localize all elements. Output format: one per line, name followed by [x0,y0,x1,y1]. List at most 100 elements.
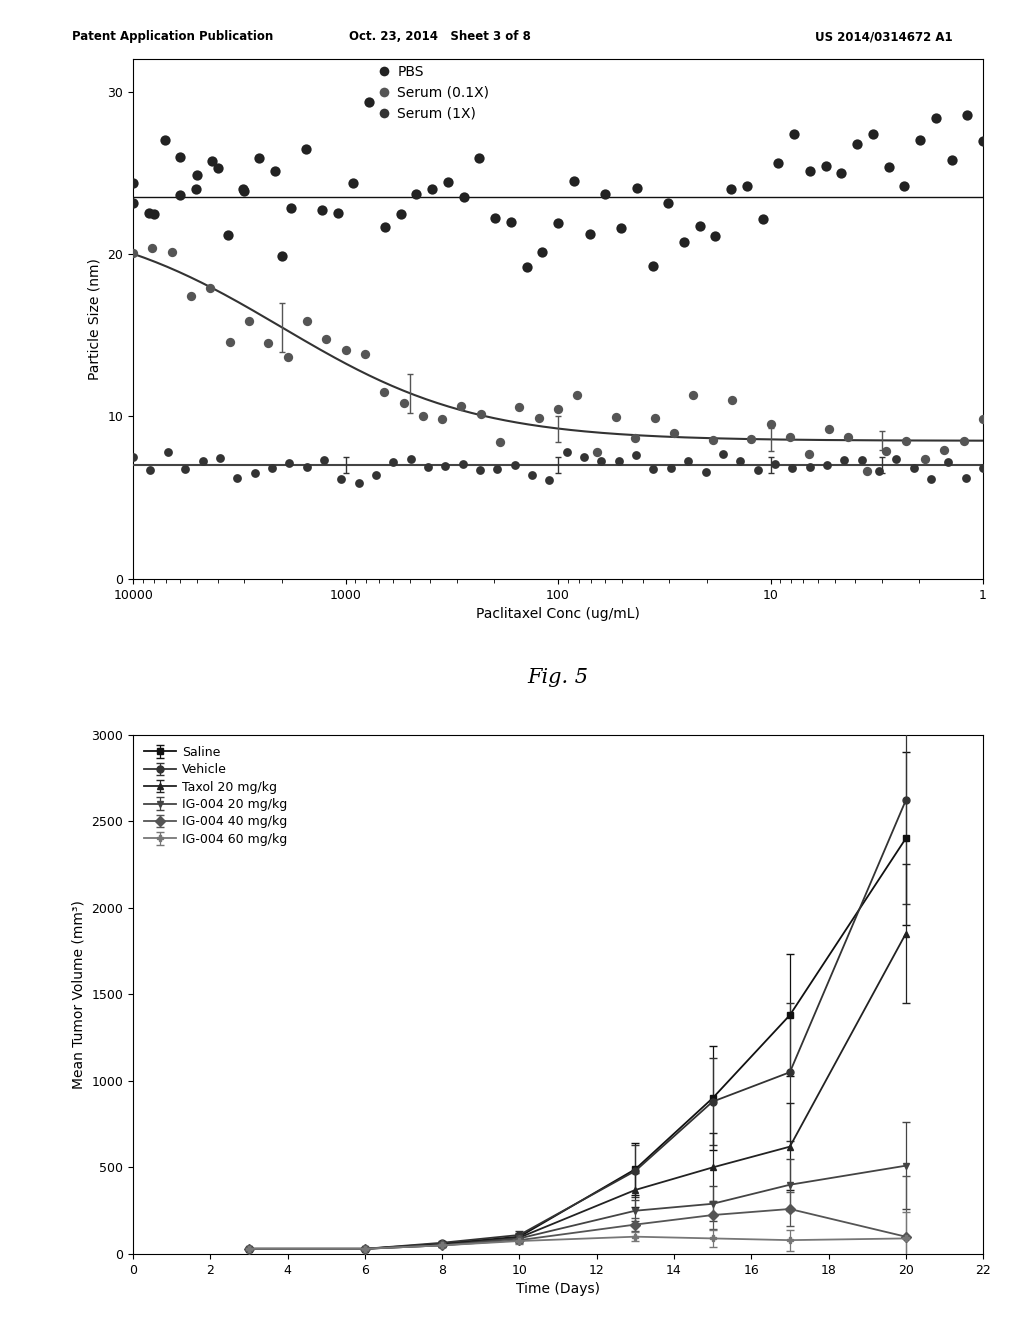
Serum (1X) [628,444,644,465]
Serum (0.1X) [589,441,605,462]
PBS [629,177,645,198]
Serum (0.1X) [743,428,760,449]
Serum (0.1X) [338,339,354,360]
Serum (0.1X) [434,408,451,429]
Serum (1X) [333,469,349,490]
PBS [251,148,267,169]
Serum (1X) [195,451,211,473]
Serum (1X) [923,469,939,490]
PBS [298,139,314,160]
Serum (1X) [575,446,592,467]
Serum (0.1X) [898,430,914,451]
X-axis label: Paclitaxel Conc (ug/mL): Paclitaxel Conc (ug/mL) [476,607,640,622]
Serum (0.1X) [241,310,257,331]
Serum (1X) [298,457,314,478]
Legend: PBS, Serum (0.1X), Serum (1X): PBS, Serum (0.1X), Serum (1X) [371,59,495,127]
Serum (0.1X) [820,418,837,440]
PBS [565,170,582,191]
PBS [125,193,141,214]
PBS [236,180,252,201]
Serum (0.1X) [183,285,200,306]
Serum (0.1X) [705,430,721,451]
Serum (1X) [420,457,436,478]
Serum (0.1X) [356,343,373,364]
PBS [959,104,976,125]
Serum (1X) [593,451,609,473]
PBS [236,178,252,199]
PBS [157,129,173,150]
Serum (1X) [315,449,332,470]
Serum (1X) [350,473,367,494]
Serum (0.1X) [511,396,527,417]
PBS [912,129,929,150]
Serum (0.1X) [840,426,856,447]
PBS [487,207,504,228]
Serum (1X) [715,444,731,465]
Serum (0.1X) [221,331,238,352]
Serum (1X) [975,458,991,479]
Serum (1X) [888,449,904,470]
Serum (0.1X) [260,333,276,354]
Serum (1X) [437,455,454,477]
Y-axis label: Mean Tumor Volume (mm³): Mean Tumor Volume (mm³) [72,900,86,1089]
PBS [345,173,361,194]
Serum (1X) [957,467,974,488]
Serum (1X) [212,447,228,469]
Serum (0.1X) [936,440,952,461]
PBS [597,183,613,205]
PBS [140,202,157,223]
PBS [817,156,834,177]
Serum (0.1X) [916,447,933,469]
Serum (0.1X) [164,242,180,263]
Serum (0.1X) [646,408,663,429]
Serum (1X) [905,457,922,478]
Serum (0.1X) [666,422,682,444]
PBS [503,211,519,232]
Serum (0.1X) [376,381,392,403]
Serum (1X) [177,459,194,480]
Serum (0.1X) [724,389,740,411]
PBS [943,149,959,170]
Serum (1X) [507,455,523,477]
Serum (0.1X) [801,444,817,465]
Serum (1X) [125,446,141,467]
PBS [273,246,290,267]
Serum (1X) [697,461,714,482]
PBS [691,215,708,236]
Serum (0.1X) [685,385,701,407]
PBS [550,213,566,234]
Serum (1X) [542,469,558,490]
PBS [377,216,393,238]
PBS [975,131,991,152]
Serum (0.1X) [569,384,586,405]
Text: Fig. 5: Fig. 5 [527,668,589,686]
PBS [708,224,724,246]
PBS [644,256,660,277]
Serum (1X) [663,457,679,478]
Serum (1X) [732,450,749,471]
Serum (0.1X) [125,243,141,264]
Serum (0.1X) [280,346,296,367]
PBS [612,218,629,239]
Serum (0.1X) [318,329,335,350]
Serum (0.1X) [473,404,489,425]
PBS [881,157,897,178]
PBS [518,256,535,277]
Serum (1X) [853,449,869,470]
Serum (1X) [870,461,887,482]
PBS [188,164,205,185]
PBS [660,193,677,214]
PBS [145,203,162,224]
PBS [849,133,865,154]
Serum (0.1X) [762,413,778,434]
PBS [928,108,944,129]
PBS [219,224,236,246]
PBS [439,172,456,193]
Y-axis label: Particle Size (nm): Particle Size (nm) [88,259,102,380]
PBS [456,186,472,207]
Serum (1X) [784,458,801,479]
PBS [361,92,378,114]
Serum (1X) [247,463,263,484]
PBS [738,176,755,197]
Serum (0.1X) [955,430,972,451]
